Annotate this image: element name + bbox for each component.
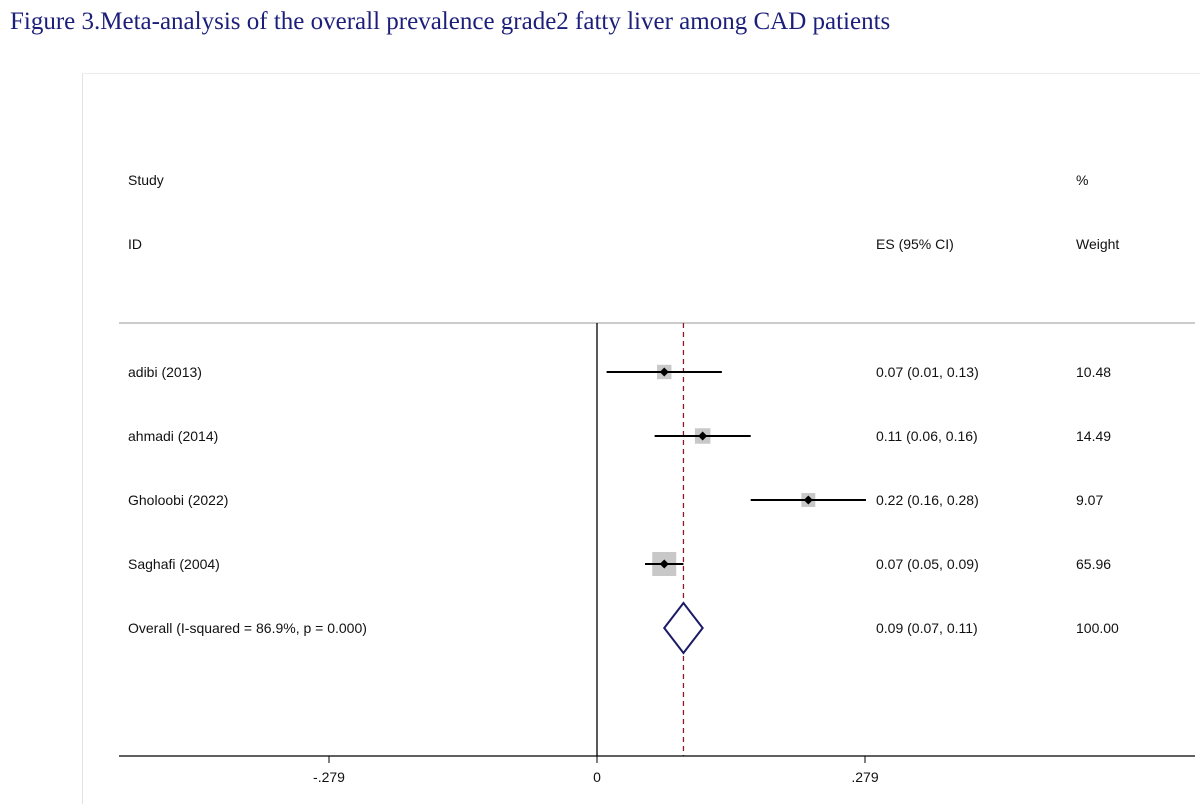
study-weight-label: 65.96 — [1076, 556, 1112, 572]
es-header: ES (95% CI) — [876, 236, 954, 252]
study-id-label: Gholoobi (2022) — [128, 492, 229, 508]
study-weight-label: 9.07 — [1076, 492, 1104, 508]
study-row-marks — [750, 493, 866, 507]
x-tick-label: -.279 — [313, 769, 345, 785]
overall-weight-label: 100.00 — [1076, 620, 1119, 636]
figure-title: Figure 3.Meta-analysis of the overall pr… — [10, 8, 891, 35]
id-header: ID — [128, 236, 142, 252]
weight-percent-header: % — [1076, 172, 1089, 188]
overall-diamond — [662, 601, 704, 655]
study-row-marks — [606, 364, 722, 380]
overall-label: Overall (I-squared = 86.9%, p = 0.000) — [128, 620, 367, 636]
study-id-label: ahmadi (2014) — [128, 428, 219, 444]
point-estimate — [803, 495, 813, 505]
study-es-ci-label: 0.07 (0.01, 0.13) — [876, 364, 979, 380]
forest-plot-svg: -.279 0 .279 — [119, 322, 1195, 785]
study-id-label: Saghafi (2004) — [128, 556, 220, 572]
x-tick-label: 0 — [593, 769, 601, 785]
study-header: Study — [128, 172, 164, 188]
point-estimate — [659, 559, 669, 569]
study-es-ci-label: 0.11 (0.06, 0.16) — [876, 428, 978, 444]
point-estimate — [698, 431, 708, 441]
study-row-marks — [645, 552, 684, 576]
overall-es-ci-label: 0.09 (0.07, 0.11) — [876, 620, 978, 636]
point-estimate — [659, 367, 669, 377]
study-weight-label: 10.48 — [1076, 364, 1112, 380]
study-es-ci-label: 0.22 (0.16, 0.28) — [876, 492, 979, 508]
study-id-label: adibi (2013) — [128, 364, 202, 380]
study-es-ci-label: 0.07 (0.05, 0.09) — [876, 556, 979, 572]
weight-header: Weight — [1076, 236, 1120, 252]
study-weight-label: 14.49 — [1076, 428, 1112, 444]
forest-plot-panel: Study ID ES (95% CI) % Weight adibi (201… — [82, 73, 1200, 804]
x-tick-label: .279 — [851, 769, 878, 785]
study-row-marks — [654, 428, 751, 444]
